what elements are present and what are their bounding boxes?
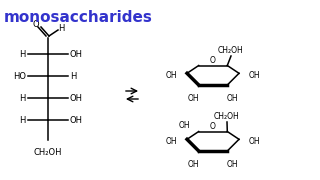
Text: OH: OH (227, 160, 238, 169)
Text: CH₂OH: CH₂OH (214, 111, 240, 120)
Text: OH: OH (179, 121, 191, 130)
Text: OH: OH (70, 116, 83, 125)
Text: monosaccharides: monosaccharides (4, 10, 153, 25)
Text: OH: OH (165, 137, 177, 146)
Text: OH: OH (249, 137, 260, 146)
Text: H: H (20, 50, 26, 59)
Text: OH: OH (165, 71, 177, 80)
Text: H: H (20, 93, 26, 102)
Text: CH₂OH: CH₂OH (218, 46, 244, 55)
Text: CH₂OH: CH₂OH (34, 148, 62, 157)
Text: O: O (33, 19, 39, 28)
Text: O: O (210, 56, 216, 65)
Text: H: H (70, 71, 76, 80)
Text: OH: OH (227, 94, 238, 103)
Text: OH: OH (188, 160, 199, 169)
Text: O: O (210, 122, 216, 131)
Text: OH: OH (70, 50, 83, 59)
Text: OH: OH (249, 71, 260, 80)
Text: H: H (58, 24, 64, 33)
Text: OH: OH (70, 93, 83, 102)
Text: H: H (20, 116, 26, 125)
Text: HO: HO (13, 71, 26, 80)
Text: OH: OH (188, 94, 199, 103)
